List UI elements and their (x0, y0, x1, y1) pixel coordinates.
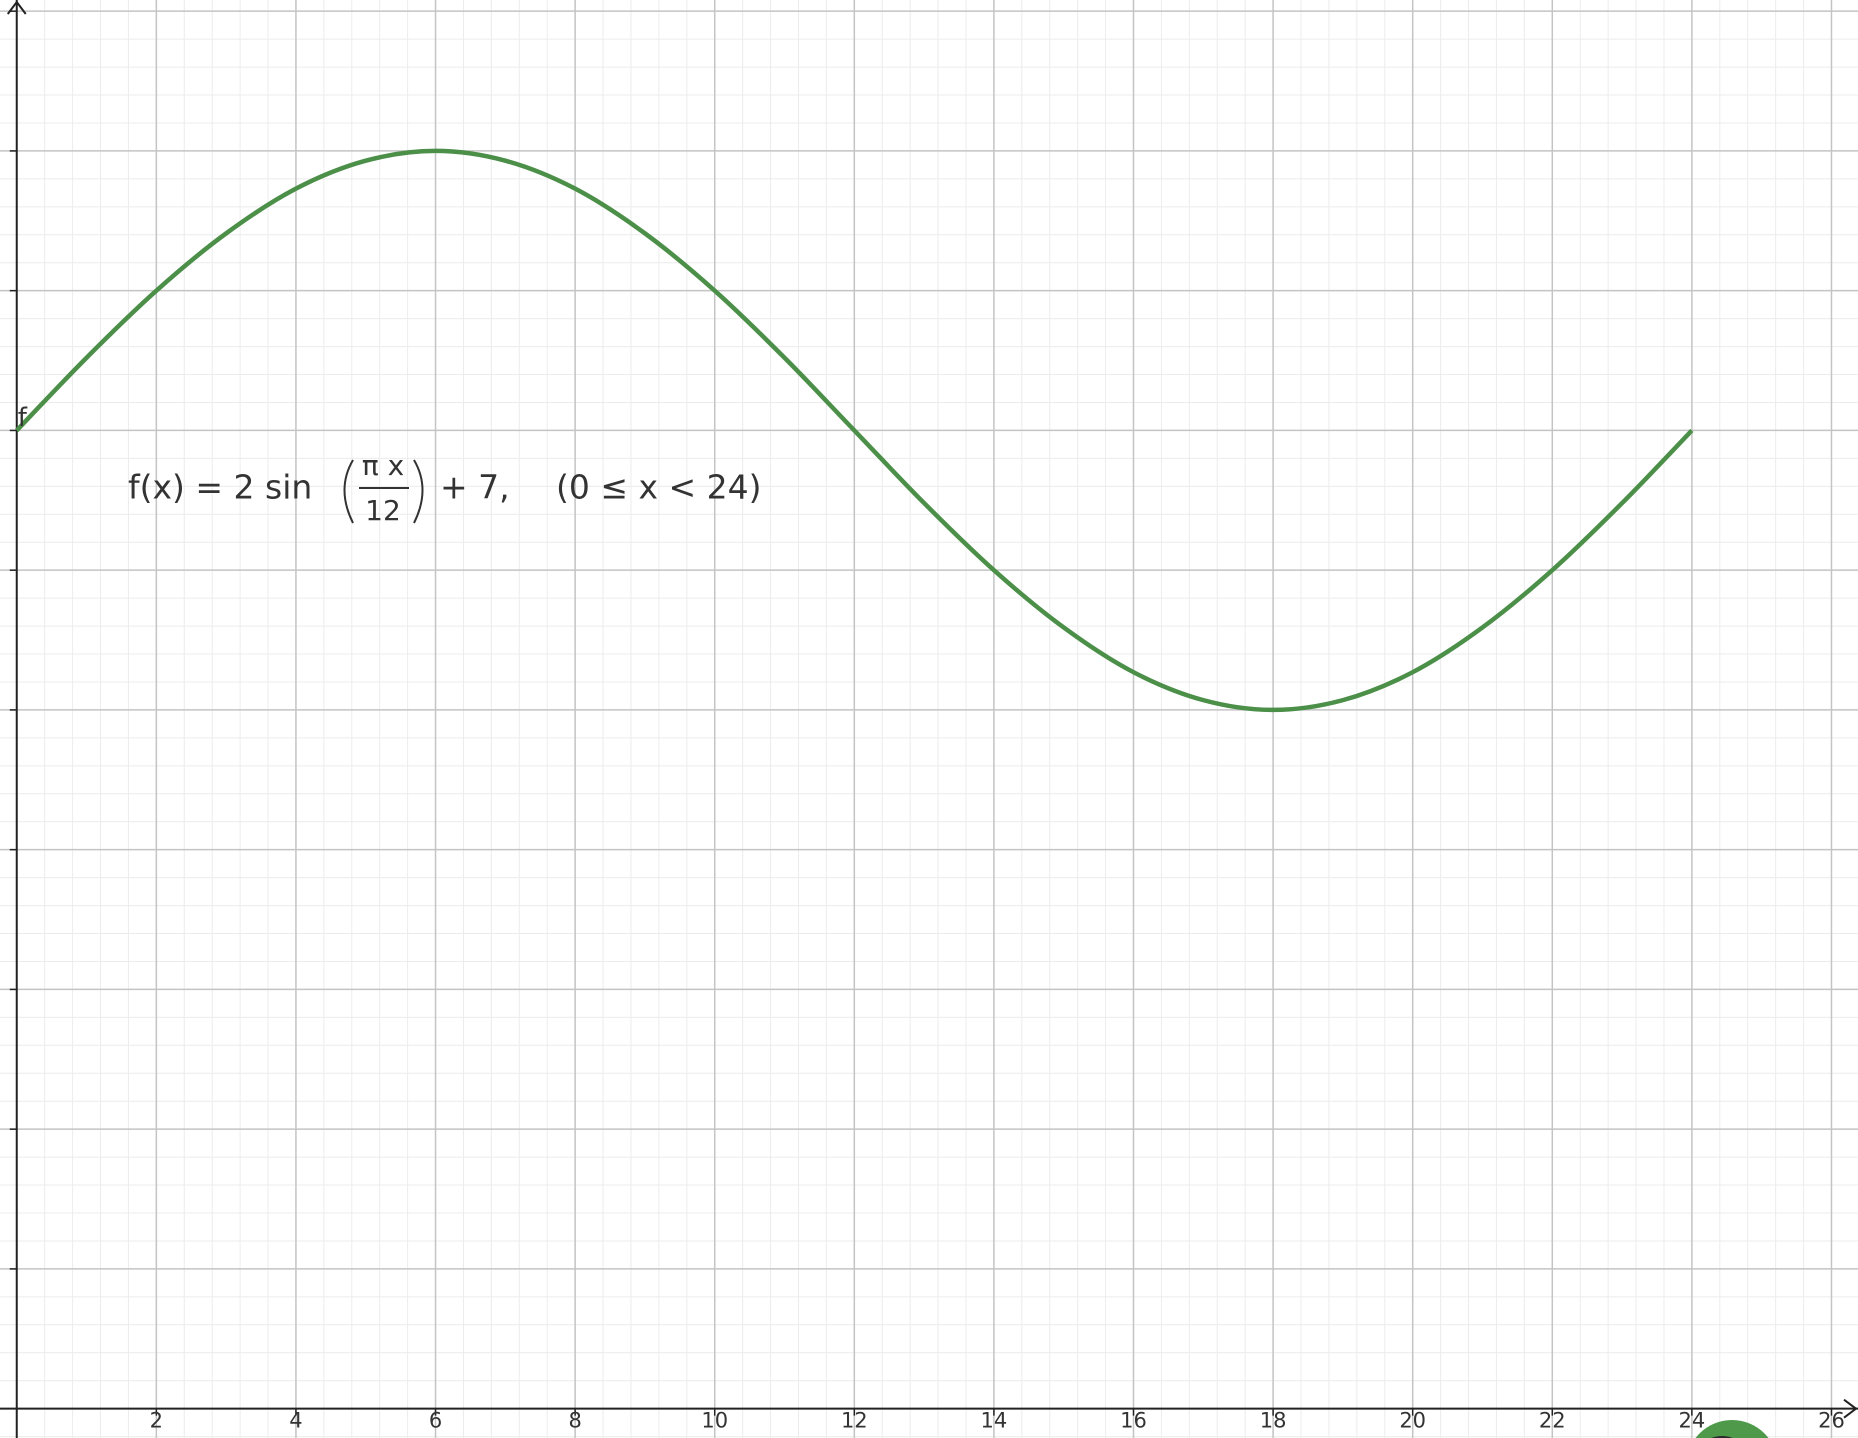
annotation-numerator: π x (362, 449, 404, 482)
paren-left (343, 459, 354, 524)
annotation-denominator: 12 (365, 494, 401, 527)
annotation-domain: (0 ≤ x < 24) (556, 468, 762, 507)
x-tick-label: 8 (568, 1409, 581, 1433)
x-tick-label: 2 (150, 1409, 163, 1433)
annotation-lhs: f(x) = 2 sin (128, 468, 312, 507)
x-tick-label: 24 (1679, 1409, 1706, 1433)
x-tick-label: 14 (981, 1409, 1008, 1433)
x-tick-label: 10 (701, 1409, 728, 1433)
x-tick-label: 20 (1399, 1409, 1426, 1433)
x-tick-label: 6 (429, 1409, 442, 1433)
x-tick-label: 12 (841, 1409, 868, 1433)
function-annotation: f(x) = 2 sin π x 12 + 7, (0 ≤ x < 24) (128, 449, 762, 527)
style-bar-button[interactable] (1686, 1420, 1778, 1438)
paren-right (413, 459, 424, 524)
x-tick-label: 4 (289, 1409, 302, 1433)
annotation-rest: + 7, (440, 468, 510, 507)
x-axis-arrow (1843, 1398, 1858, 1419)
x-tick-label: 18 (1260, 1409, 1287, 1433)
function-curve (15, 148, 1694, 713)
y-axis-arrow (6, 0, 27, 15)
x-tick-label: 16 (1120, 1409, 1147, 1433)
x-tick-label: 22 (1539, 1409, 1566, 1433)
function-label: f (18, 403, 28, 433)
x-tick-label: 26 (1818, 1409, 1845, 1433)
